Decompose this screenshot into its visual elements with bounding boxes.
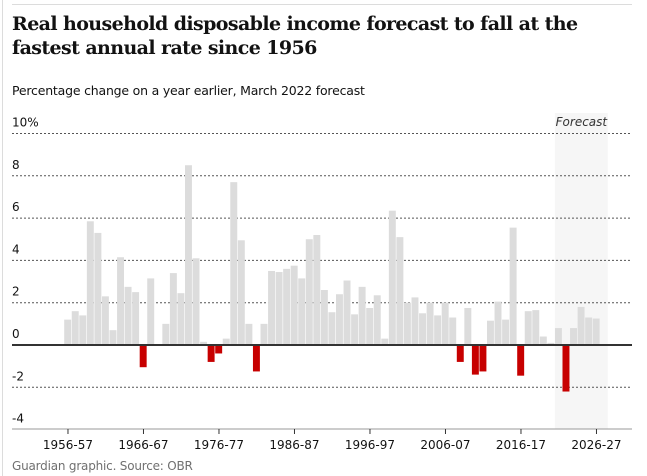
bar-1988-89 xyxy=(305,239,313,345)
bar-1986-87 xyxy=(290,265,298,345)
bar-1975-76 xyxy=(207,345,215,362)
bar-1993-94 xyxy=(343,280,351,345)
bar-2017-18 xyxy=(524,311,532,345)
bar-1965-66 xyxy=(132,292,140,345)
y-tick-label: -2 xyxy=(12,369,24,383)
bar-1978-79 xyxy=(230,182,238,345)
gridlines: 10% 8 6 4 2 0 -2 -4 xyxy=(12,116,632,426)
bar-2015-16 xyxy=(509,227,517,345)
bar-1961-62 xyxy=(101,296,109,345)
bar-2021-22 xyxy=(554,328,562,345)
bar-1981-82 xyxy=(252,345,260,372)
bar-1995-96 xyxy=(358,286,366,345)
bar-2009-10 xyxy=(464,307,472,345)
bar-2022-23 xyxy=(562,345,570,392)
bar-1990-91 xyxy=(320,290,328,345)
frame-border xyxy=(2,0,3,476)
bar-2003-04 xyxy=(419,313,426,345)
y-tick-label: 4 xyxy=(12,242,20,256)
y-tick-label: 2 xyxy=(12,285,20,299)
bar-1997-98 xyxy=(373,295,381,345)
chart-title: Real household disposable income forecas… xyxy=(12,13,578,59)
bar-1982-83 xyxy=(260,323,268,345)
bar-1973-74 xyxy=(192,258,200,345)
x-tick-label: 1996-97 xyxy=(345,438,395,452)
bar-1960-61 xyxy=(94,232,102,345)
bar-2026-27 xyxy=(592,318,600,345)
bar-1980-81 xyxy=(245,323,253,345)
bar-1985-86 xyxy=(283,268,291,345)
y-tick-label: 10% xyxy=(12,116,39,130)
x-axis: 1956-57 1966-67 1976-77 1986-87 1996-97 2006-… xyxy=(12,428,632,452)
bar-2010-11 xyxy=(471,345,479,375)
bar-2008-09 xyxy=(456,345,464,362)
bar-1969-70 xyxy=(162,323,170,345)
bar-1958-59 xyxy=(79,315,87,345)
bar-2024-25 xyxy=(577,306,585,345)
bar-2025-26 xyxy=(585,317,593,345)
bar-1962-63 xyxy=(109,330,117,345)
bar-2023-24 xyxy=(570,328,577,345)
bar-1987-88 xyxy=(298,278,306,345)
bar-2000-01 xyxy=(396,237,404,345)
bar-2001-02 xyxy=(403,302,411,345)
source-note: Guardian graphic. Source: OBR xyxy=(12,459,193,473)
bar-1996-97 xyxy=(366,307,374,345)
forecast-label: Forecast xyxy=(556,115,609,129)
bar-2006-07 xyxy=(441,302,449,345)
x-tick-label: 2016-17 xyxy=(496,438,546,452)
x-tick-label: 2026-27 xyxy=(571,438,621,452)
bar-2020-21 xyxy=(547,342,555,345)
bar-1971-72 xyxy=(177,293,185,345)
bar-2016-17 xyxy=(517,345,525,376)
bar-1957-58 xyxy=(71,311,79,345)
top-rule xyxy=(12,4,632,5)
bar-2011-12 xyxy=(479,345,487,372)
bar-1972-73 xyxy=(185,165,192,345)
bar-1963-64 xyxy=(117,257,124,345)
bar-1979-80 xyxy=(237,240,245,345)
bar-1983-84 xyxy=(268,270,275,345)
bar-1999-00 xyxy=(388,210,396,345)
bar-1992-93 xyxy=(336,294,343,345)
chart-subtitle: Percentage change on a year earlier, Mar… xyxy=(12,83,365,98)
x-tick-label: 1966-67 xyxy=(118,438,168,452)
bar-2007-08 xyxy=(449,317,457,345)
bar-2002-03 xyxy=(411,297,419,345)
bar-1970-71 xyxy=(169,273,177,345)
bar-2005-06 xyxy=(434,315,442,345)
bar-2013-14 xyxy=(494,301,502,345)
bar-2004-05 xyxy=(426,302,434,345)
bar-2018-19 xyxy=(532,310,540,345)
bar-1976-77 xyxy=(215,345,223,354)
x-tick-label: 1986-87 xyxy=(269,438,319,452)
bar-2014-15 xyxy=(502,319,510,345)
y-tick-label: 8 xyxy=(12,158,20,172)
x-tick-label: 2006-07 xyxy=(420,438,470,452)
bar-1966-67 xyxy=(139,345,147,368)
bars xyxy=(12,165,632,392)
bar-1989-90 xyxy=(313,235,321,345)
bar-2012-13 xyxy=(487,320,494,345)
bar-1964-65 xyxy=(124,286,132,345)
bar-1994-95 xyxy=(351,314,359,345)
bar-2019-20 xyxy=(539,336,547,345)
bar-1956-57 xyxy=(64,319,72,345)
y-tick-label: 0 xyxy=(12,327,20,341)
y-tick-label: 6 xyxy=(12,200,20,214)
bar-1977-78 xyxy=(222,338,230,345)
bar-1998-99 xyxy=(381,338,389,345)
x-tick-label: 1976-77 xyxy=(194,438,244,452)
y-tick-label: -4 xyxy=(12,412,24,426)
x-tick-label: 1956-57 xyxy=(43,438,93,452)
bar-1991-92 xyxy=(328,312,336,345)
bar-1967-68 xyxy=(147,278,155,345)
bar-1974-75 xyxy=(200,341,208,345)
bar-1984-85 xyxy=(275,272,283,345)
bar-1959-60 xyxy=(86,221,94,345)
